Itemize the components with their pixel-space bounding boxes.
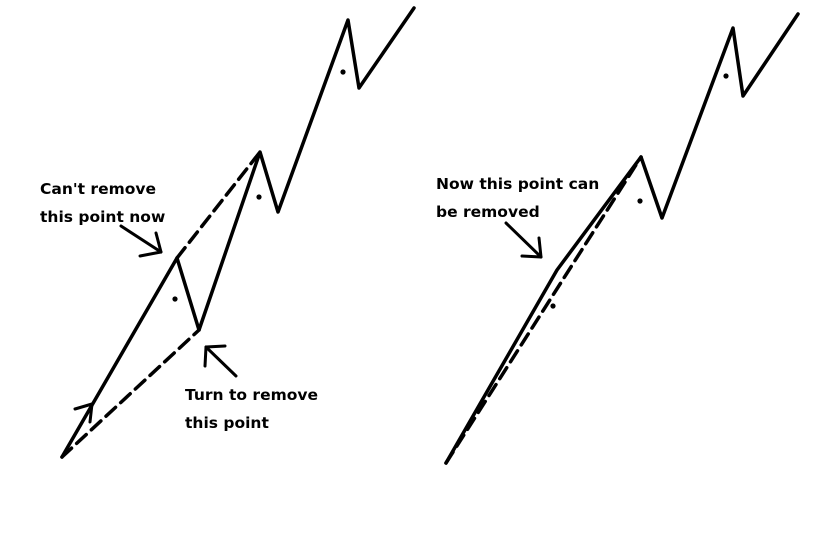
left-panel bbox=[60, 6, 416, 459]
right-dot-3 bbox=[723, 73, 729, 79]
right-dot-1 bbox=[550, 303, 556, 309]
left-dot-2 bbox=[256, 194, 262, 200]
turn-to-remove-label: Turn to remove this point bbox=[185, 381, 318, 437]
left-zigzag-path bbox=[60, 6, 416, 459]
cant-remove-arrow-shaft bbox=[119, 224, 163, 254]
left-dot-1 bbox=[172, 296, 178, 302]
left-dashed-connector-lower bbox=[60, 328, 201, 459]
start-arrowhead-icon bbox=[73, 402, 94, 424]
now-removed-label: Now this point can be removed bbox=[436, 170, 599, 226]
left-dashed-connector-upper bbox=[175, 150, 262, 260]
right-dot-2 bbox=[637, 198, 643, 204]
left-dot-3 bbox=[340, 69, 346, 75]
left-dot-marks bbox=[172, 69, 346, 302]
turn-to-remove-line-1: Turn to remove bbox=[185, 386, 319, 404]
right-zigzag-path bbox=[444, 12, 800, 465]
now-removed-arrowhead-icon bbox=[520, 236, 543, 259]
turn-arrowhead-icon bbox=[203, 344, 227, 368]
turn-to-remove-line-2: this point bbox=[185, 414, 269, 432]
now-removed-line-1: Now this point can bbox=[436, 175, 600, 193]
turn-arrow-shaft bbox=[204, 345, 238, 378]
cant-remove-line-1: Can't remove bbox=[40, 180, 156, 198]
right-dot-marks bbox=[550, 73, 729, 309]
cant-remove-label: Can't remove this point now bbox=[40, 175, 165, 231]
now-removed-arrow-shaft bbox=[504, 221, 543, 259]
now-removed-line-2: be removed bbox=[436, 203, 540, 221]
cant-remove-arrowhead-icon bbox=[138, 231, 163, 258]
right-dashed-connector bbox=[444, 155, 643, 465]
right-panel bbox=[444, 12, 800, 465]
cant-remove-line-2: this point now bbox=[40, 208, 166, 226]
